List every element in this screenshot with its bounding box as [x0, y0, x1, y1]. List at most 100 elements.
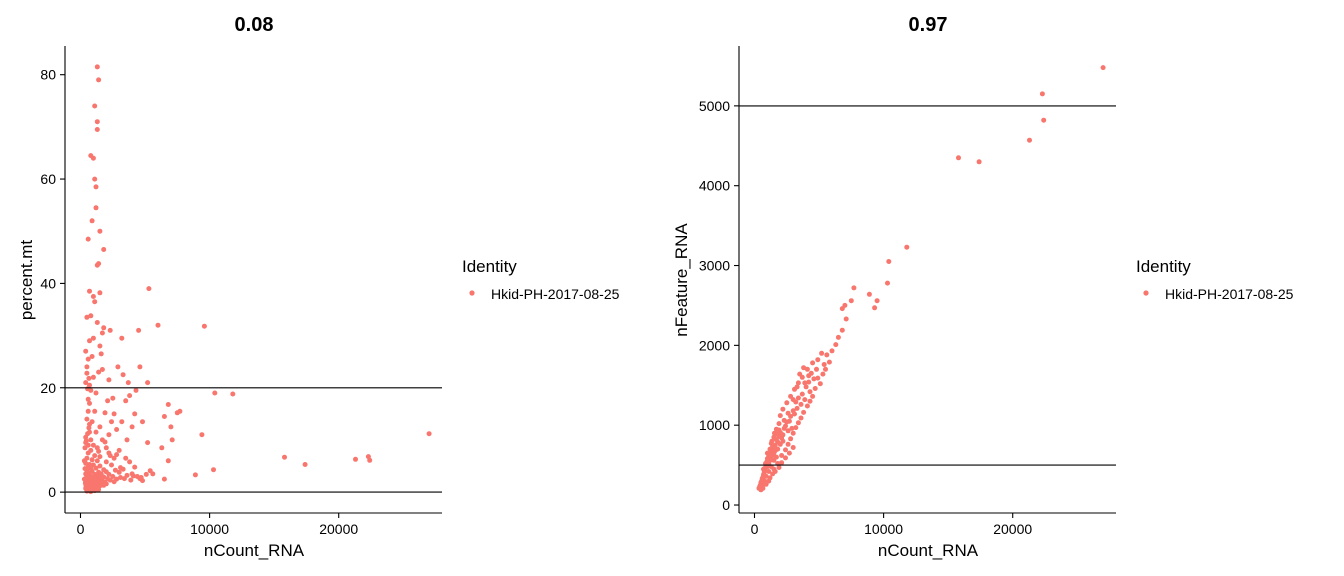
- data-point: [772, 469, 778, 474]
- data-point: [795, 395, 801, 401]
- data-point: [785, 441, 791, 447]
- data-point: [766, 478, 772, 484]
- data-point: [114, 452, 120, 458]
- data-point: [97, 424, 103, 430]
- data-point: [886, 259, 892, 264]
- data-point: [130, 473, 136, 479]
- data-point: [93, 465, 99, 471]
- data-point: [771, 457, 777, 463]
- data-point: [103, 445, 109, 451]
- data-point: [90, 294, 96, 299]
- data-point: [147, 468, 153, 474]
- data-point: [872, 305, 878, 311]
- data-point: [82, 466, 88, 472]
- data-point: [776, 465, 782, 470]
- y-ticks: 0 20 40 60 80: [40, 67, 65, 500]
- data-point: [833, 342, 839, 348]
- data-point: [835, 334, 841, 340]
- data-point: [781, 417, 787, 423]
- x-tick-label: 20000: [319, 521, 358, 537]
- data-point: [199, 432, 205, 438]
- data-point: [123, 398, 129, 404]
- x-tick-label: 0: [751, 521, 759, 537]
- data-point: [94, 64, 100, 70]
- data-point: [783, 447, 788, 453]
- data-point: [161, 414, 167, 419]
- y-tick-label: 80: [40, 67, 56, 83]
- data-point: [779, 460, 785, 466]
- x-axis-label: nCount_RNA: [204, 541, 305, 560]
- data-point: [99, 367, 105, 372]
- data-point: [795, 380, 801, 386]
- data-point: [92, 176, 98, 182]
- data-point: [823, 366, 828, 372]
- data-point: [96, 261, 102, 267]
- data-point: [115, 364, 121, 370]
- data-point: [763, 473, 769, 479]
- data-point: [786, 450, 792, 456]
- data-point: [118, 475, 123, 480]
- data-point: [781, 425, 787, 431]
- data-point: [102, 410, 108, 416]
- data-point: [159, 445, 165, 451]
- x-tick-label: 20000: [993, 521, 1032, 537]
- data-point: [769, 438, 775, 444]
- data-point: [96, 448, 102, 454]
- y-tick-label: 40: [40, 275, 56, 291]
- data-point: [161, 476, 167, 482]
- data-point: [776, 427, 782, 433]
- chart-title: 0.08: [235, 14, 274, 36]
- data-point: [106, 432, 112, 438]
- data-point: [353, 456, 358, 462]
- data-point: [785, 428, 791, 434]
- data-point: [97, 228, 103, 234]
- data-point: [1039, 91, 1045, 97]
- data-point: [799, 391, 805, 397]
- data-point: [807, 389, 813, 395]
- data-point: [426, 431, 432, 437]
- data-point: [302, 462, 308, 467]
- data-point: [101, 482, 107, 488]
- data-point: [112, 467, 118, 473]
- data-point: [106, 471, 112, 477]
- data-point: [88, 437, 94, 443]
- legend-entry: Hkid-PH-2017-08-25: [491, 286, 620, 302]
- data-point: [81, 458, 87, 464]
- y-tick-label: 2000: [699, 337, 730, 353]
- data-point: [821, 362, 827, 367]
- data-point: [784, 400, 790, 406]
- data-point: [85, 431, 91, 437]
- data-point: [111, 455, 117, 461]
- data-point: [790, 430, 796, 436]
- panel-2-qc-nfeature: 0.97 0 10000 20000 0 1000 2000 3000 4000 5000 n…: [672, 14, 1294, 560]
- data-point: [94, 119, 100, 125]
- data-point: [798, 401, 804, 407]
- data-point: [96, 487, 102, 492]
- data-point: [123, 455, 129, 461]
- data-point: [97, 463, 103, 469]
- data-point: [127, 393, 133, 399]
- data-point: [806, 379, 812, 385]
- y-tick-label: 3000: [699, 258, 730, 274]
- data-point: [85, 236, 91, 242]
- data-point: [83, 438, 89, 444]
- data-point: [89, 354, 95, 359]
- data-point: [802, 397, 808, 403]
- y-tick-label: 0: [722, 497, 730, 513]
- data-point: [110, 395, 116, 401]
- data-point: [811, 376, 817, 382]
- data-point: [114, 427, 120, 432]
- data-point: [826, 359, 832, 365]
- y-tick-label: 4000: [699, 178, 730, 194]
- chart-title: 0.97: [909, 14, 948, 36]
- data-point: [106, 377, 112, 383]
- data-point: [815, 375, 821, 381]
- data-point: [110, 474, 116, 479]
- data-point: [1027, 137, 1032, 143]
- data-point: [282, 454, 287, 460]
- data-point: [85, 386, 91, 392]
- panel-1-qc-percent-mt: 0.08 0 10000 20000 0 20 40 60 80 nCount_RNA pe…: [17, 14, 620, 560]
- data-point: [976, 159, 982, 165]
- data-point: [94, 458, 100, 464]
